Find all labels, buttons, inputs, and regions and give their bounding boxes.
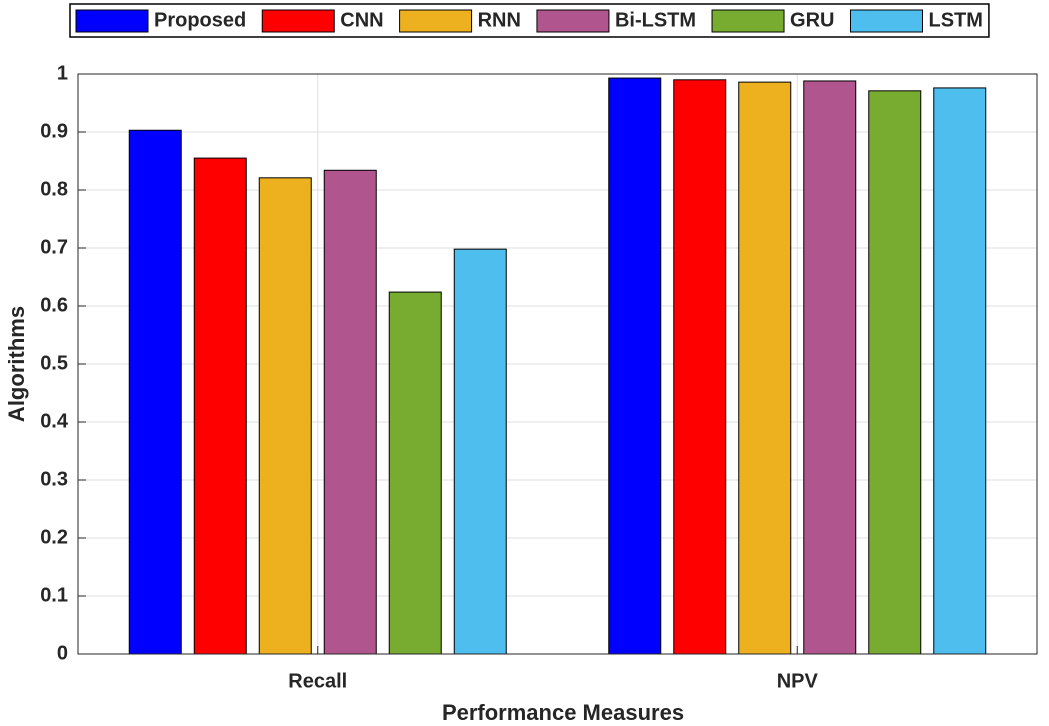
y-tick-label: 0.1 xyxy=(40,584,68,606)
bar xyxy=(673,79,727,655)
y-tick-label: 0.2 xyxy=(40,526,68,548)
legend-label: LSTM xyxy=(928,9,982,31)
bar xyxy=(193,157,247,655)
legend-swatch xyxy=(261,9,335,33)
y-tick-label: 0.5 xyxy=(40,352,68,374)
bar xyxy=(258,177,312,655)
bar xyxy=(738,81,792,655)
legend-swatch xyxy=(75,9,149,33)
bar xyxy=(608,77,662,655)
bar xyxy=(868,90,922,655)
bar xyxy=(803,80,857,655)
y-axis-label: Algorithms xyxy=(4,306,29,422)
y-tick-label: 0.4 xyxy=(40,410,69,432)
y-tick-label: 0.6 xyxy=(40,294,68,316)
bar xyxy=(388,291,442,655)
bar xyxy=(933,87,987,655)
legend-swatch xyxy=(536,9,610,33)
y-tick-label: 0.3 xyxy=(40,468,68,490)
plot-frame xyxy=(77,73,1038,655)
x-tick-label: NPV xyxy=(777,670,819,692)
legend-swatch xyxy=(849,9,923,33)
y-tick-label: 1 xyxy=(57,62,68,84)
y-tick-label: 0.7 xyxy=(40,236,68,258)
y-tick-label: 0 xyxy=(57,642,68,664)
x-axis-label: Performance Measures xyxy=(442,700,684,725)
legend-label: Bi-LSTM xyxy=(615,9,696,31)
y-tick-label: 0.8 xyxy=(40,178,68,200)
bar xyxy=(323,169,377,655)
legend-swatch xyxy=(399,9,473,33)
legend-label: GRU xyxy=(790,9,834,31)
legend-box xyxy=(69,3,990,38)
legend-swatch xyxy=(711,9,785,33)
x-tick-label: Recall xyxy=(288,670,347,692)
legend-label: CNN xyxy=(340,9,383,31)
y-tick-label: 0.9 xyxy=(40,120,68,142)
legend-label: RNN xyxy=(478,9,521,31)
bar xyxy=(453,248,507,655)
legend-label: Proposed xyxy=(154,9,246,31)
bar xyxy=(128,129,182,655)
